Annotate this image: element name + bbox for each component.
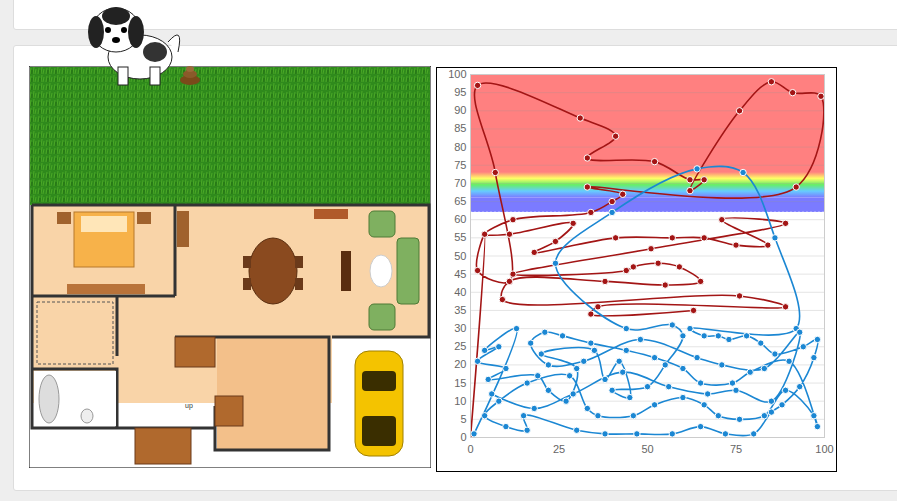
- svg-text:75: 75: [454, 159, 466, 171]
- svg-text:75: 75: [730, 443, 742, 455]
- svg-text:30: 30: [454, 322, 466, 334]
- svg-text:50: 50: [454, 250, 466, 262]
- svg-text:20: 20: [454, 358, 466, 370]
- svg-text:90: 90: [454, 104, 466, 116]
- svg-text:100: 100: [815, 443, 833, 455]
- svg-text:15: 15: [454, 377, 466, 389]
- svg-text:up: up: [185, 402, 193, 410]
- svg-text:55: 55: [454, 231, 466, 243]
- svg-text:25: 25: [454, 340, 466, 352]
- svg-text:95: 95: [454, 86, 466, 98]
- svg-text:25: 25: [553, 443, 565, 455]
- svg-text:0: 0: [460, 431, 466, 443]
- svg-text:50: 50: [641, 443, 653, 455]
- svg-text:80: 80: [454, 141, 466, 153]
- svg-text:35: 35: [454, 304, 466, 316]
- svg-text:70: 70: [454, 177, 466, 189]
- svg-text:10: 10: [454, 395, 466, 407]
- svg-text:85: 85: [454, 122, 466, 134]
- svg-text:45: 45: [454, 268, 466, 280]
- svg-text:5: 5: [460, 413, 466, 425]
- svg-text:60: 60: [454, 213, 466, 225]
- svg-text:65: 65: [454, 195, 466, 207]
- svg-text:0: 0: [467, 443, 473, 455]
- svg-text:100: 100: [448, 68, 466, 80]
- svg-text:40: 40: [454, 286, 466, 298]
